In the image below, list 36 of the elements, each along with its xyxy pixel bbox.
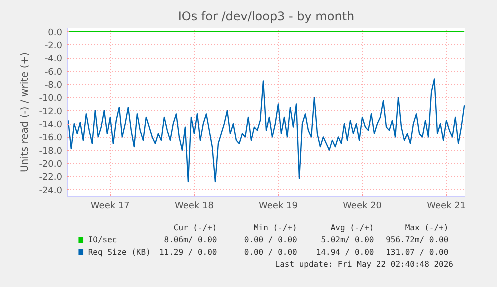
- y-tick-label: -22.0: [39, 173, 63, 184]
- y-tick-label: -24.0: [39, 186, 63, 196]
- text: 8.06m/ 0.00: [164, 236, 218, 244]
- y-tick-label: -6.0: [44, 68, 63, 78]
- x-tick-label: Week 20: [343, 202, 382, 212]
- text: 131.07 / 0.00: [386, 248, 449, 257]
- x-tick-label: Week 17: [90, 202, 130, 212]
- y-tick-label: -10.0: [39, 94, 63, 104]
- x-tick-label: Week 21: [427, 202, 466, 212]
- y-tick-label: -2.0: [44, 41, 63, 52]
- x-tick-label: Week 19: [259, 202, 298, 212]
- y-tick-label: -12.0: [39, 107, 63, 118]
- text: 0.00 / 0.00: [244, 236, 298, 244]
- text: Last update: Fri May 22 02:40:48 2026: [275, 260, 454, 269]
- y-tick-label: 0.0: [48, 28, 63, 38]
- y-tick-label: -16.0: [39, 134, 63, 144]
- text: 5.02m/ 0.00: [321, 236, 374, 244]
- text: Cur (-/+): [174, 224, 218, 232]
- text: Min (-/+): [254, 224, 298, 232]
- text: Avg (-/+): [330, 224, 374, 232]
- chart-title: IOs for /dev/loop3 - by month: [178, 10, 355, 24]
- legend-label: Req Size (KB): [88, 248, 151, 257]
- line-series: [68, 78, 466, 183]
- legend-label: IO/sec: [88, 236, 118, 244]
- text: Max (-/+): [405, 224, 449, 232]
- text: 0.00 / 0.00: [244, 248, 298, 257]
- y-tick-label: -8.0: [44, 81, 63, 91]
- y-axis-title: Units read (-) / write (+): [20, 52, 32, 173]
- text: 956.72m/ 0.00: [386, 236, 449, 244]
- text: 14.94 / 0.00: [316, 248, 374, 257]
- text: 11.29 / 0.00: [159, 248, 218, 257]
- y-tick-label: -14.0: [39, 120, 63, 131]
- y-tick-label: -4.0: [44, 54, 63, 65]
- y-tick-label: -18.0: [39, 146, 63, 157]
- x-tick-label: Week 18: [174, 202, 214, 212]
- y-tick-label: -20.0: [39, 160, 63, 170]
